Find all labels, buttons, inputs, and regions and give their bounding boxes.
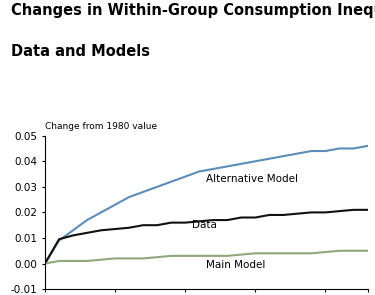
Text: Change from 1980 value: Change from 1980 value bbox=[45, 122, 157, 131]
Text: Data and Models: Data and Models bbox=[11, 44, 150, 59]
Text: Data: Data bbox=[192, 220, 217, 230]
Text: Alternative Model: Alternative Model bbox=[206, 174, 298, 184]
Text: Changes in Within-Group Consumption Inequality:: Changes in Within-Group Consumption Ineq… bbox=[11, 3, 375, 18]
Text: Main Model: Main Model bbox=[206, 260, 266, 270]
